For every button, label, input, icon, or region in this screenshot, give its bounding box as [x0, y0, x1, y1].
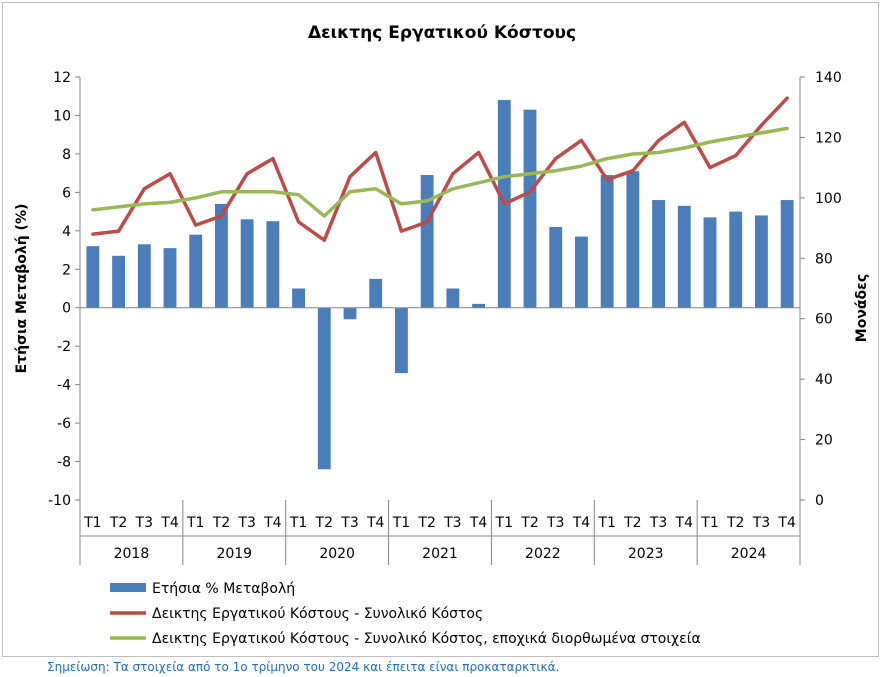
bar-27 [755, 215, 768, 308]
quarter-label: Τ4 [777, 515, 796, 531]
bar-12 [369, 278, 383, 308]
quarter-label: Τ1 [289, 515, 307, 531]
y-tick-label: 6 [62, 185, 71, 201]
quarter-label: Τ2 [109, 515, 127, 531]
quarter-label: Τ2 [623, 515, 641, 531]
quarter-label: Τ2 [417, 515, 435, 531]
line-seasonally-adjusted [91, 126, 789, 218]
quarter-label: Τ1 [495, 515, 513, 531]
chart: Δεικτης Εργατικού Κόστους -10 -8 -6 -4 -2 0 2 4 6… [14, 23, 870, 647]
bar-22 [626, 171, 640, 308]
y-tick-label: 4 [62, 224, 71, 240]
quarter-label: Τ3 [237, 515, 255, 531]
quarter-label: Τ4 [263, 515, 282, 531]
legend-swatch-bars [110, 583, 146, 592]
quarter-label: Τ4 [160, 515, 179, 531]
bar-8 [266, 221, 280, 308]
bar-28 [780, 200, 794, 308]
bar-14 [420, 175, 434, 308]
chart-title: Δεικτης Εργατικού Κόστους [308, 23, 576, 43]
y-tick-label: -8 [57, 455, 71, 471]
bar-4 [163, 248, 177, 308]
legend-label: Δεικτης Εργατικού Κόστους - Συνολικό Κόσ… [152, 606, 483, 622]
line-total-cost [91, 96, 789, 242]
quarter-label: Τ3 [135, 515, 153, 531]
y-tick-label: -6 [57, 416, 71, 432]
quarter-label: Τ3 [649, 515, 667, 531]
bar-24 [677, 205, 691, 308]
quarter-label: Τ4 [675, 515, 694, 531]
y-tick-label: 2 [62, 262, 71, 278]
y2-tick-label: 120 [815, 130, 842, 146]
y2-tick-label: 100 [815, 191, 842, 207]
y2-tick-label: 80 [815, 251, 833, 267]
quarter-label: Τ4 [572, 515, 591, 531]
quarter-label: Τ3 [752, 515, 770, 531]
quarter-label: Τ4 [469, 515, 488, 531]
bar-15 [446, 288, 460, 308]
bar-19 [549, 226, 563, 308]
bar-20 [575, 236, 588, 308]
bar-23 [652, 200, 665, 308]
year-label: 2021 [422, 546, 458, 562]
bar-7 [240, 219, 254, 308]
year-label: 2022 [525, 546, 561, 562]
year-label: 2024 [731, 546, 767, 562]
bar-25 [703, 217, 717, 308]
quarter-label: Τ1 [597, 515, 615, 531]
bar-5 [189, 234, 203, 308]
bar-1 [86, 246, 100, 308]
y2-axis-title: Μονάδες [854, 274, 870, 342]
quarter-label: Τ2 [520, 515, 538, 531]
quarter-label: Τ1 [700, 515, 718, 531]
y-axis-title: Ετήσια Μεταβολή (%) [14, 204, 30, 374]
bar-6 [215, 203, 228, 308]
quarter-label: Τ2 [315, 515, 333, 531]
year-label: 2019 [216, 546, 252, 562]
quarter-label: Τ1 [392, 515, 410, 531]
bar-16 [472, 303, 485, 308]
bar-11 [343, 307, 357, 320]
y-tick-label: -2 [57, 339, 71, 355]
y2-tick-label: 60 [815, 312, 833, 328]
bar-18 [523, 109, 537, 308]
y-tick-label: -4 [57, 378, 71, 394]
y-tick-label: 12 [53, 70, 71, 86]
quarter-label: Τ3 [546, 515, 564, 531]
y-tick-label: 10 [53, 108, 71, 124]
quarter-label: Τ3 [340, 515, 358, 531]
y2-tick-label: 0 [815, 493, 824, 509]
bar-10 [317, 307, 331, 470]
quarter-label: Τ4 [366, 515, 385, 531]
bar-13 [395, 307, 408, 374]
quarter-label: Τ3 [443, 515, 461, 531]
quarter-label: Τ2 [212, 515, 230, 531]
y2-tick-label: 20 [815, 433, 833, 449]
chart-frame [2, 2, 879, 657]
year-label: 2020 [319, 546, 355, 562]
bar-9 [292, 288, 305, 308]
legend-label: Ετήσια % Μεταβολή [152, 581, 295, 597]
y2-tick-label: 140 [815, 70, 842, 86]
y-tick-label: 0 [62, 301, 71, 317]
bar-2 [112, 255, 125, 308]
bar-21 [600, 175, 614, 308]
footnote: Σημείωση: Τα στοιχεία από το 1ο τρίμηνο … [47, 660, 560, 674]
y2-tick-label: 40 [815, 372, 833, 388]
bar-26 [729, 211, 743, 308]
quarter-label: Τ1 [83, 515, 101, 531]
bar-3 [137, 244, 151, 308]
quarter-label: Τ2 [726, 515, 744, 531]
legend-label: Δεικτης Εργατικού Κόστους - Συνολικό Κόσ… [152, 631, 701, 647]
quarter-label: Τ1 [186, 515, 204, 531]
year-label: 2023 [628, 546, 664, 562]
y-tick-label: 8 [62, 147, 71, 163]
y-tick-label: -10 [48, 493, 71, 509]
year-label: 2018 [114, 546, 150, 562]
